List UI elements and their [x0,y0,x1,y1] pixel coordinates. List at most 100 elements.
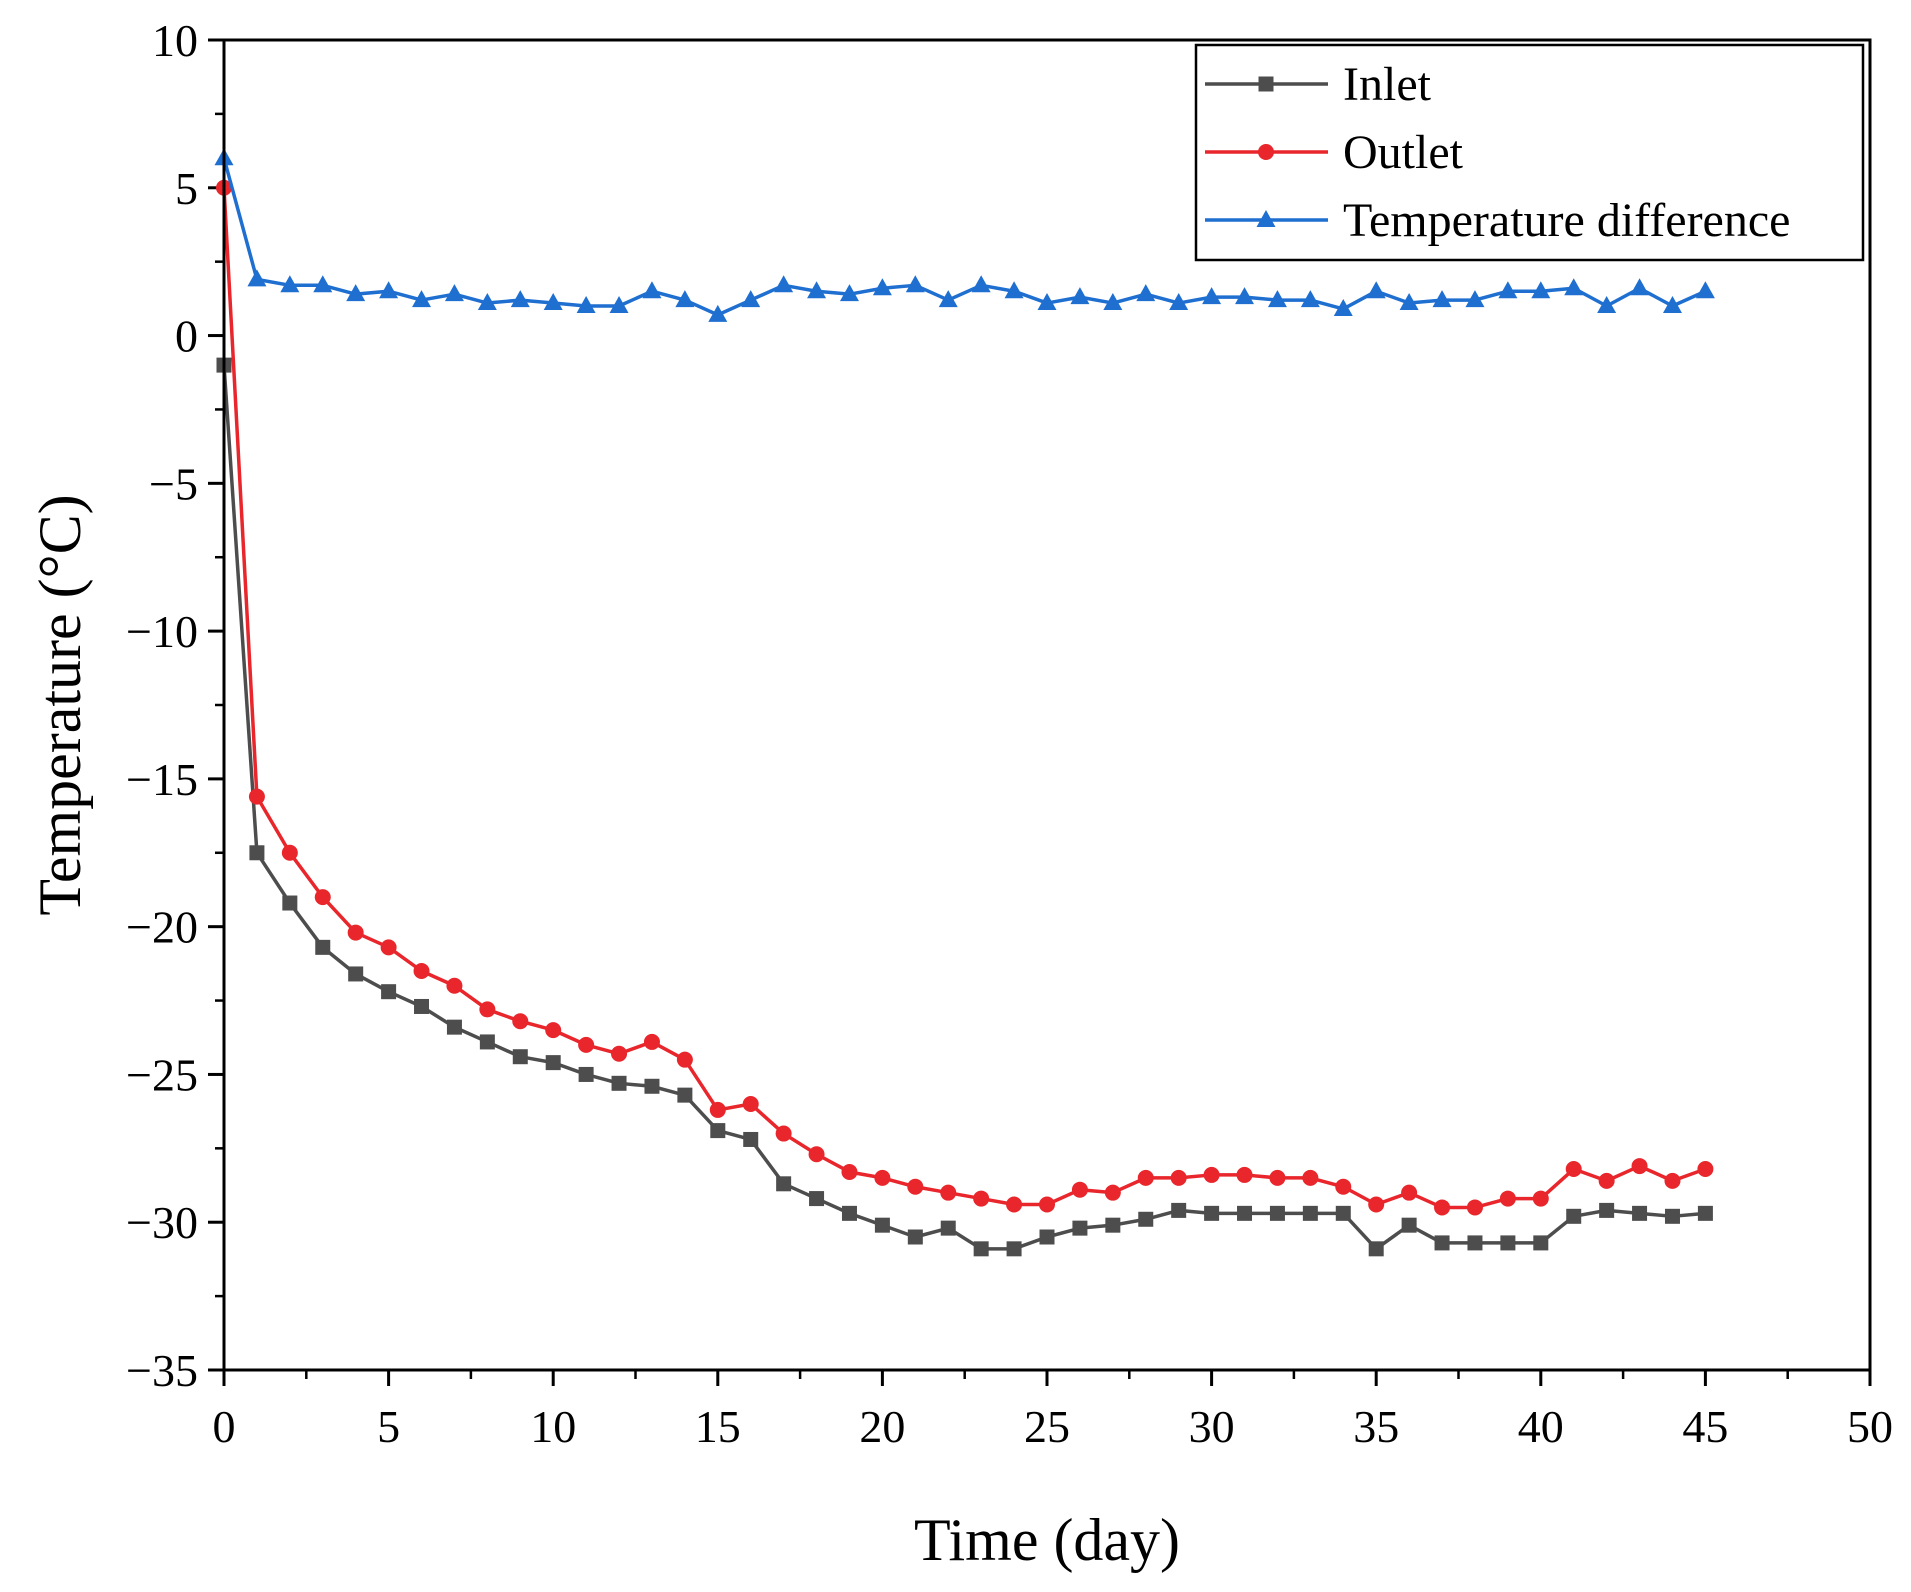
data-point [1169,293,1189,311]
data-point [1532,1190,1549,1207]
data-point [1664,1172,1681,1189]
data-point [874,1217,890,1233]
data-point [281,844,298,861]
legend-label: Outlet [1343,126,1464,179]
x-axis-title: Time (day) [914,1507,1180,1573]
data-point [1564,278,1584,296]
data-point [446,977,463,994]
data-point [576,296,596,313]
data-point [677,1087,693,1103]
data-point [1039,1196,1055,1213]
data-point [1697,1161,1714,1178]
data-point [1006,1196,1023,1213]
x-tick-label: 30 [1189,1401,1235,1452]
legend-label: Inlet [1343,58,1432,111]
x-tick-label: 15 [695,1401,741,1452]
data-point [380,939,397,956]
series-line [222,187,1706,1210]
data-point [1202,287,1222,305]
data-point [874,1169,891,1186]
data-point [412,290,432,308]
data-point [1269,1205,1285,1221]
data-series [214,148,1715,1257]
data-point [315,939,331,955]
data-point [414,998,430,1014]
data-point [1333,298,1353,316]
data-point [905,275,925,293]
data-point [808,1146,825,1163]
data-point [543,293,563,311]
data-point [1006,1241,1022,1257]
data-point [710,1123,726,1139]
y-tick-label: 0 [175,311,198,362]
data-point [643,1033,660,1050]
data-point [1039,1229,1055,1245]
data-point [446,1019,462,1035]
data-point [510,290,530,308]
data-point [477,293,497,311]
y-tick-label: −20 [126,902,198,953]
data-point [642,281,662,299]
data-point [1432,290,1452,308]
legend: Inlet Outlet Temperature difference [1194,43,1865,262]
data-point [708,304,728,322]
data-point [1204,1205,1220,1221]
series-outlet [216,179,1714,1216]
y-tick-label: −10 [126,606,198,657]
data-point [1500,1235,1516,1251]
data-point [1335,1178,1352,1195]
legend-marker [1258,144,1274,160]
series-line [222,157,1707,317]
data-point [940,1220,956,1236]
data-point [907,1229,923,1245]
data-point [248,788,265,805]
x-tick-label: 10 [530,1401,576,1452]
data-point [841,1205,857,1221]
data-point [1434,1235,1450,1251]
data-point [346,284,366,302]
y-tick-label: −30 [126,1197,198,1248]
data-point [1531,281,1551,299]
data-point [444,284,464,302]
data-point [282,895,298,911]
data-point [1368,1196,1385,1213]
y-tick-label: −5 [149,458,198,509]
data-point [1103,293,1123,311]
y-tick-label: 10 [152,15,198,66]
data-point [1037,293,1057,311]
x-tick-label: 35 [1353,1401,1399,1452]
legend-label: Temperature difference [1343,194,1790,247]
data-point [973,1241,989,1257]
data-point [348,966,364,982]
x-tick-label: 25 [1024,1401,1070,1452]
data-point [1136,284,1156,302]
x-tick-label: 5 [377,1401,400,1452]
data-point [1465,290,1485,308]
data-point [1267,290,1287,308]
data-point [1236,1166,1253,1183]
axis-ticks: 0 5 10 15 20 25 30 35 40 45 501050−5−10−15−20−25−3… [126,15,1893,1452]
data-point [1269,1169,1286,1186]
x-tick-label: 45 [1682,1401,1728,1452]
x-tick-label: 0 [213,1401,236,1452]
y-tick-label: −15 [126,754,198,805]
data-point [1366,281,1386,299]
data-point [1697,1205,1713,1221]
x-tick-label: 40 [1518,1401,1564,1452]
data-point [512,1013,529,1030]
data-point [1662,296,1682,313]
legend-entry: Temperature difference [1205,194,1790,247]
data-point [1105,1217,1121,1233]
data-point [1695,281,1715,299]
data-point [313,275,333,293]
data-point [1399,293,1419,311]
series-line [222,364,1706,1251]
data-point [1203,1166,1220,1183]
data-point [247,269,267,287]
data-point [611,1075,627,1091]
data-point [973,1190,990,1207]
legend-marker [1258,76,1274,92]
data-point [1599,1202,1615,1218]
legend-entry: Outlet [1205,126,1464,179]
